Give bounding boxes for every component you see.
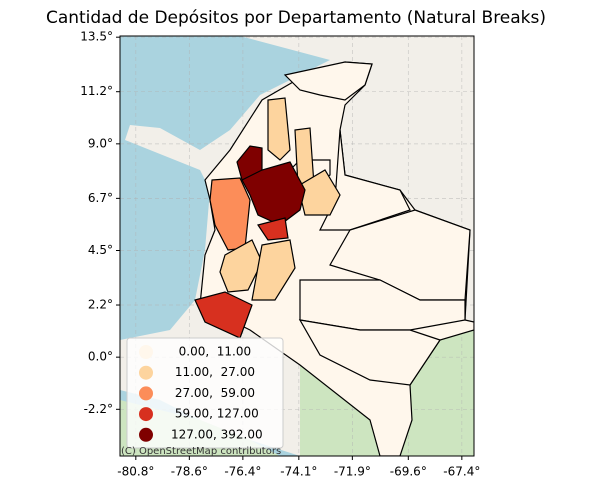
department [297,169,341,216]
department [267,97,291,161]
x-tick-label: -78.6° [171,465,208,479]
department [251,239,296,301]
y-tick-label: 13.5° [80,30,113,44]
y-tick-label: 11.2° [80,84,113,98]
y-tick-label: -2.2° [84,402,113,416]
departments [194,61,474,456]
legend-label: 59.00, 127.00 [171,407,259,421]
department [257,217,289,241]
x-tick-label: -71.9° [334,465,371,479]
x-tick-label: -67.4° [443,465,480,479]
y-tick-label: 0.0° [88,350,113,364]
legend-label: 0.00, 11.00 [171,345,251,359]
y-tick-label: 4.5° [88,243,113,257]
department [194,291,253,339]
legend: 0.00, 11.00 11.00, 27.00 27.00, 59.00 59… [126,337,284,449]
department [283,61,373,101]
axes-frame [119,35,475,457]
legend-marker [139,427,153,442]
y-tick-label: 2.2° [88,298,113,312]
x-tick-label: -69.6° [390,465,427,479]
legend-marker [139,345,153,359]
chart-title: Cantidad de Depósitos por Departamento (… [46,8,546,28]
x-tick-label: -80.8° [117,465,154,479]
department [241,161,306,226]
y-tick-label: 6.7° [88,191,113,205]
legend-marker [139,386,153,401]
legend-label: 11.00, 27.00 [171,365,255,379]
department [219,239,263,293]
department [236,145,263,181]
attribution: (C) OpenStreetMap contributors [121,446,281,457]
legend-label: 27.00, 59.00 [171,386,255,400]
x-tick-label: -76.4° [224,465,261,479]
legend-label: 127.00, 392.00 [171,427,263,441]
legend-marker [139,365,153,380]
legend-box [126,337,284,449]
legend-marker [139,407,153,422]
department [298,319,441,386]
y-tick-label: 9.0° [88,136,113,150]
x-tick-label: -74.1° [280,465,317,479]
